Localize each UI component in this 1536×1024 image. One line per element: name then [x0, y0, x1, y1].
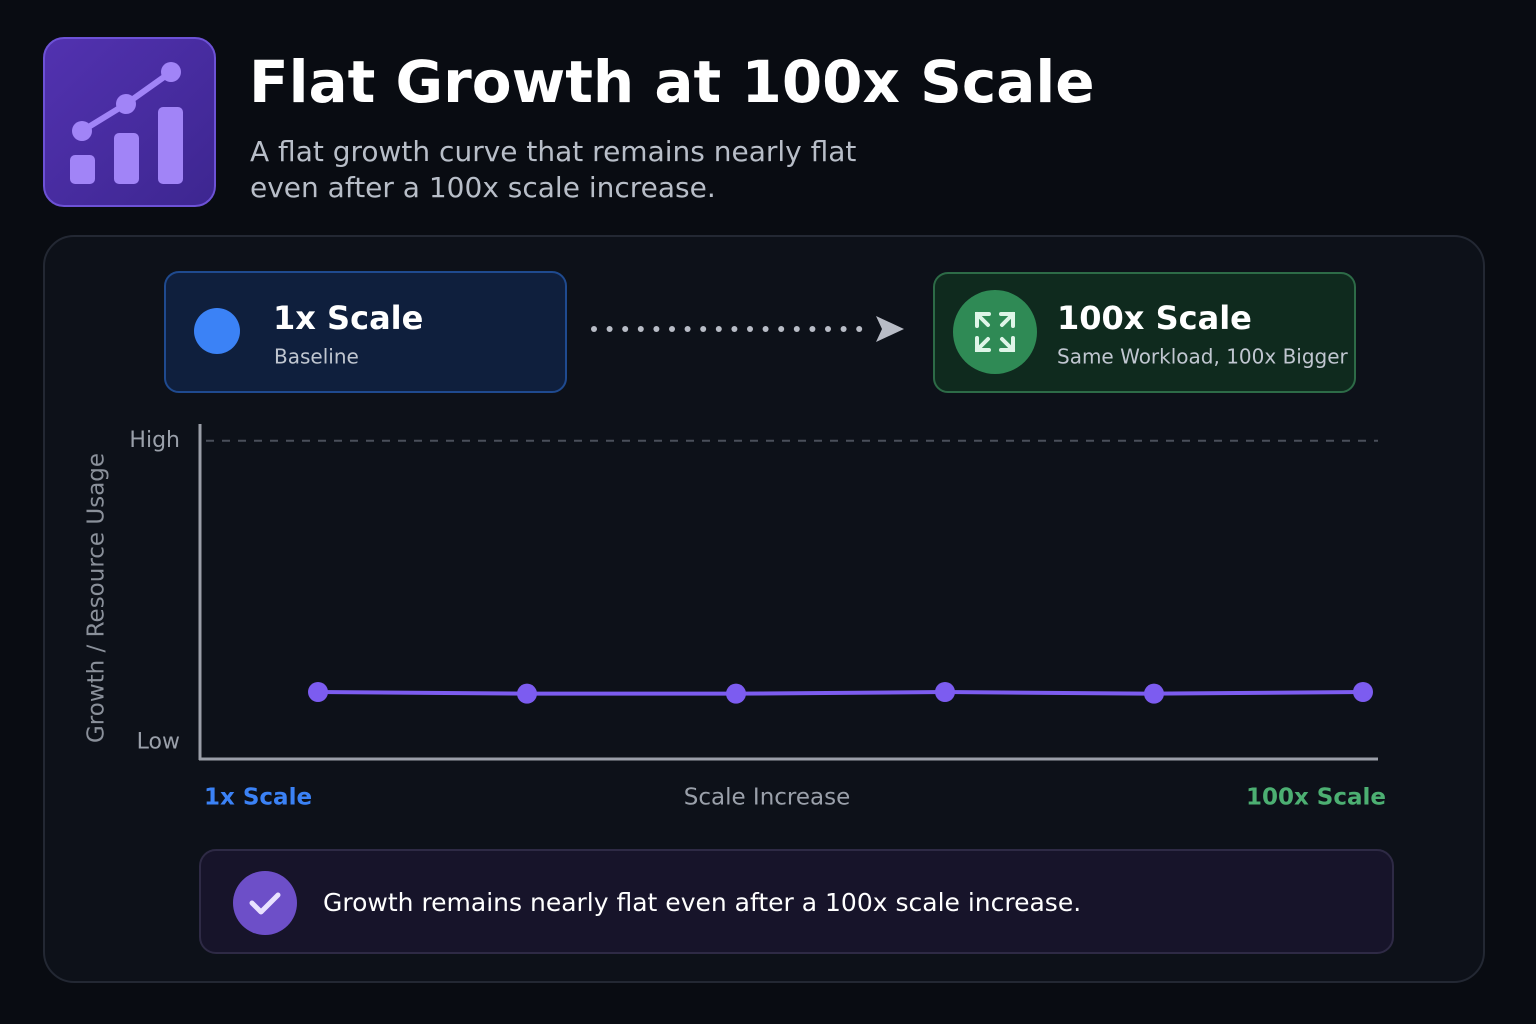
arrow-dot — [762, 326, 769, 332]
arrow-dot — [622, 326, 629, 332]
subtitle: A flat growth curve that remains nearly … — [250, 135, 856, 168]
arrow-dot — [715, 326, 722, 332]
x-end-label: 100x Scale — [1246, 785, 1386, 811]
y-tick-label: High — [129, 428, 180, 453]
point — [726, 683, 746, 704]
point — [1353, 682, 1373, 702]
y-tick-label: Low — [137, 729, 180, 754]
note-box: Growth remains nearly flat even after a … — [199, 849, 1394, 954]
arrow-dot — [793, 326, 800, 332]
arrow-dot — [700, 326, 707, 332]
title: Flat Growth at 100x Scale — [249, 48, 1095, 116]
note-text: Growth remains nearly flat even after a … — [323, 888, 1081, 917]
y-axis-title: Growth / Resource Usage — [84, 453, 110, 743]
point — [308, 682, 328, 702]
card: 1x Scale Baseline — [164, 271, 567, 393]
subtitle: even after a 100x scale increase. — [250, 171, 716, 204]
card-title: 1x Scale — [273, 299, 423, 337]
arrow-dot — [856, 326, 863, 332]
arrow-dot — [637, 326, 644, 332]
arrow-dot — [684, 326, 691, 332]
arrow-dot — [747, 326, 753, 332]
point — [1144, 683, 1164, 704]
card: 100x Scale Same Workload, 100x Bigger — [933, 272, 1356, 393]
arrow-dot — [731, 326, 738, 332]
arrow-dot — [653, 326, 660, 332]
card-subtitle: Baseline — [274, 345, 359, 369]
point — [935, 682, 955, 702]
arrow-dot — [669, 326, 675, 332]
arrow-dot — [591, 326, 597, 332]
x-start-label: 1x Scale — [204, 785, 312, 811]
arrow-dot — [606, 326, 613, 332]
arrow-dot — [825, 326, 831, 332]
line — [317, 690, 1364, 696]
arrow-dot — [809, 326, 816, 332]
arrow-dot — [840, 326, 847, 332]
plot: Low High — [129, 428, 1378, 754]
card-subtitle: Same Workload, 100x Bigger — [1057, 345, 1349, 369]
point — [517, 683, 537, 704]
x-axis-title: Scale Increase — [684, 785, 851, 811]
panel — [43, 235, 1485, 983]
arrow — [591, 316, 904, 342]
arrow-dot — [778, 326, 785, 332]
card-title: 100x Scale — [1057, 299, 1252, 337]
header-icon — [43, 37, 216, 207]
